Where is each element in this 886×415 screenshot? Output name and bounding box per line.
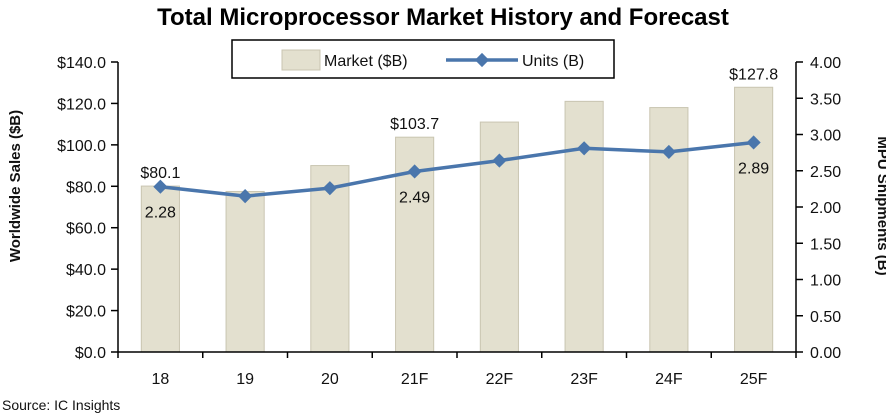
left-tick-label: $120.0 <box>57 96 106 113</box>
right-tick-label: 3.50 <box>810 91 841 108</box>
data-label: $103.7 <box>390 116 439 133</box>
market-bar <box>140 185 180 353</box>
left-tick-label: $20.0 <box>66 304 106 321</box>
x-tick-label: 24F <box>655 371 683 388</box>
data-labels: $80.1 $103.7 $127.8 2.28 2.49 2.89 <box>140 66 778 221</box>
right-tick-label: 3.00 <box>810 128 841 145</box>
left-tick-label: $60.0 <box>66 221 106 238</box>
market-bar <box>564 100 604 353</box>
units-point <box>492 153 507 168</box>
legend-market-swatch <box>281 49 321 71</box>
left-axis-ticks: $0.0 $20.0 $40.0 $60.0 $80.0 $100.0 $120.0 $140… <box>57 55 118 362</box>
x-tick-label: 23F <box>570 371 598 388</box>
chart-title: Total Microprocessor Market History and … <box>157 4 729 31</box>
x-tick-label: 20 <box>321 371 339 388</box>
right-tick-label: 1.00 <box>810 273 841 290</box>
right-tick-label: 2.50 <box>810 164 841 181</box>
source-note: Source: IC Insights <box>2 397 120 413</box>
market-bar <box>734 86 774 353</box>
x-tick-label: 25F <box>740 371 768 388</box>
units-line <box>160 140 754 198</box>
right-tick-label: 4.00 <box>810 55 841 72</box>
x-tick-label: 18 <box>151 371 169 388</box>
right-tick-label: 1.50 <box>810 236 841 253</box>
data-label: 2.89 <box>738 160 769 177</box>
left-tick-label: $100.0 <box>57 138 106 155</box>
legend-units-label: Units (B) <box>522 53 584 70</box>
units-point <box>238 189 253 204</box>
units-point <box>322 181 337 196</box>
data-label: 2.49 <box>399 189 430 206</box>
legend: Market ($B) Units (B) <box>231 39 615 79</box>
market-bar <box>310 165 350 353</box>
right-tick-label: 2.00 <box>810 200 841 217</box>
left-tick-label: $80.0 <box>66 179 106 196</box>
right-tick-label: 0.50 <box>810 309 841 326</box>
legend-market-label: Market ($B) <box>324 53 408 70</box>
units-series <box>153 135 761 204</box>
legend-units-marker <box>474 52 490 68</box>
left-tick-label: $40.0 <box>66 262 106 279</box>
units-point <box>153 179 168 194</box>
left-tick-label: $0.0 <box>75 345 106 362</box>
market-bar <box>649 107 689 353</box>
x-tick-label: 19 <box>236 371 254 388</box>
data-label: $127.8 <box>729 66 778 83</box>
units-point <box>746 135 761 150</box>
data-label: $80.1 <box>140 165 180 182</box>
market-bar <box>225 190 265 353</box>
x-tick-label: 21F <box>401 371 429 388</box>
units-point <box>407 164 422 179</box>
units-point <box>577 141 592 156</box>
left-axis-title: Worldwide Sales ($B) <box>7 110 24 262</box>
right-axis-ticks: 0.00 0.50 1.00 1.50 2.00 2.50 3.00 3.50 4.00 <box>796 55 841 362</box>
right-tick-label: 0.00 <box>810 345 841 362</box>
right-axis-title: MPU Shipments (B) <box>874 136 886 275</box>
units-point <box>661 144 676 159</box>
data-label: 2.28 <box>145 205 176 222</box>
x-tick-label: 22F <box>486 371 514 388</box>
x-tick-labels: 18 19 20 21F 22F 23F 24F 25F <box>117 352 797 388</box>
left-tick-label: $140.0 <box>57 55 106 72</box>
bars <box>140 86 774 353</box>
